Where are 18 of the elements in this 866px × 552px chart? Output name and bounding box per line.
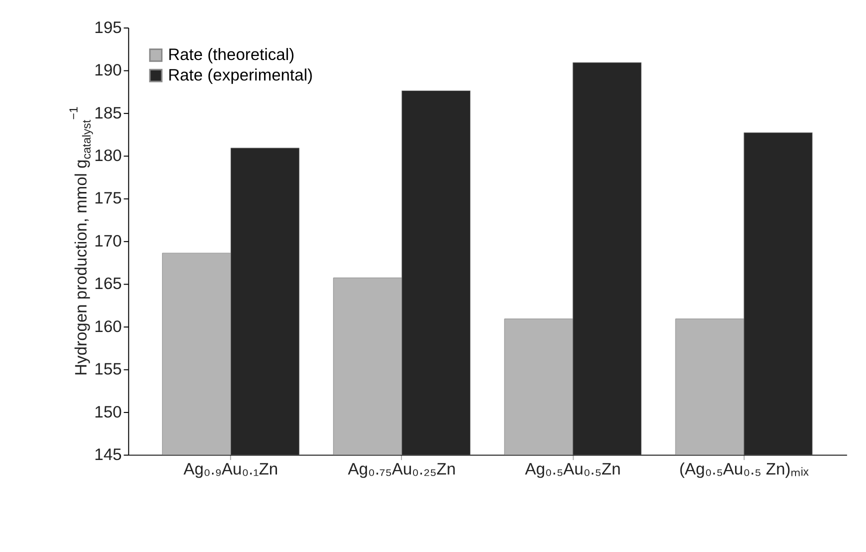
y-tick-label: 170 xyxy=(94,232,122,250)
y-tick-label: 190 xyxy=(94,62,122,80)
y-tick-label: 145 xyxy=(94,446,122,464)
y-tick-label: 155 xyxy=(94,360,122,379)
y-tick-label: 180 xyxy=(94,147,122,166)
y-tick-label: 150 xyxy=(94,403,122,422)
x-tick-label: Ag₀.₅Au₀.₅Zn xyxy=(525,460,621,479)
x-tick-label: (Ag₀.₅Au₀.₅ Zn)ₘᵢₓ xyxy=(679,460,810,479)
legend-label: Rate (theoretical) xyxy=(168,46,295,64)
y-tick-label: 195 xyxy=(94,18,122,37)
y-axis-title: Hydrogen production, mmol gcatalyst−1 xyxy=(68,106,94,376)
legend-label: Rate (experimental) xyxy=(168,66,313,84)
x-tick-label: Ag₀.₉Au₀.₁Zn xyxy=(183,460,278,479)
y-tick-label: 185 xyxy=(94,104,122,122)
y-tick-label: 160 xyxy=(94,318,122,336)
y-tick-label: 175 xyxy=(94,190,122,208)
y-tick-label: 165 xyxy=(94,275,122,294)
x-tick-label: Ag₀.₇₅Au₀.₂₅Zn xyxy=(348,460,456,479)
